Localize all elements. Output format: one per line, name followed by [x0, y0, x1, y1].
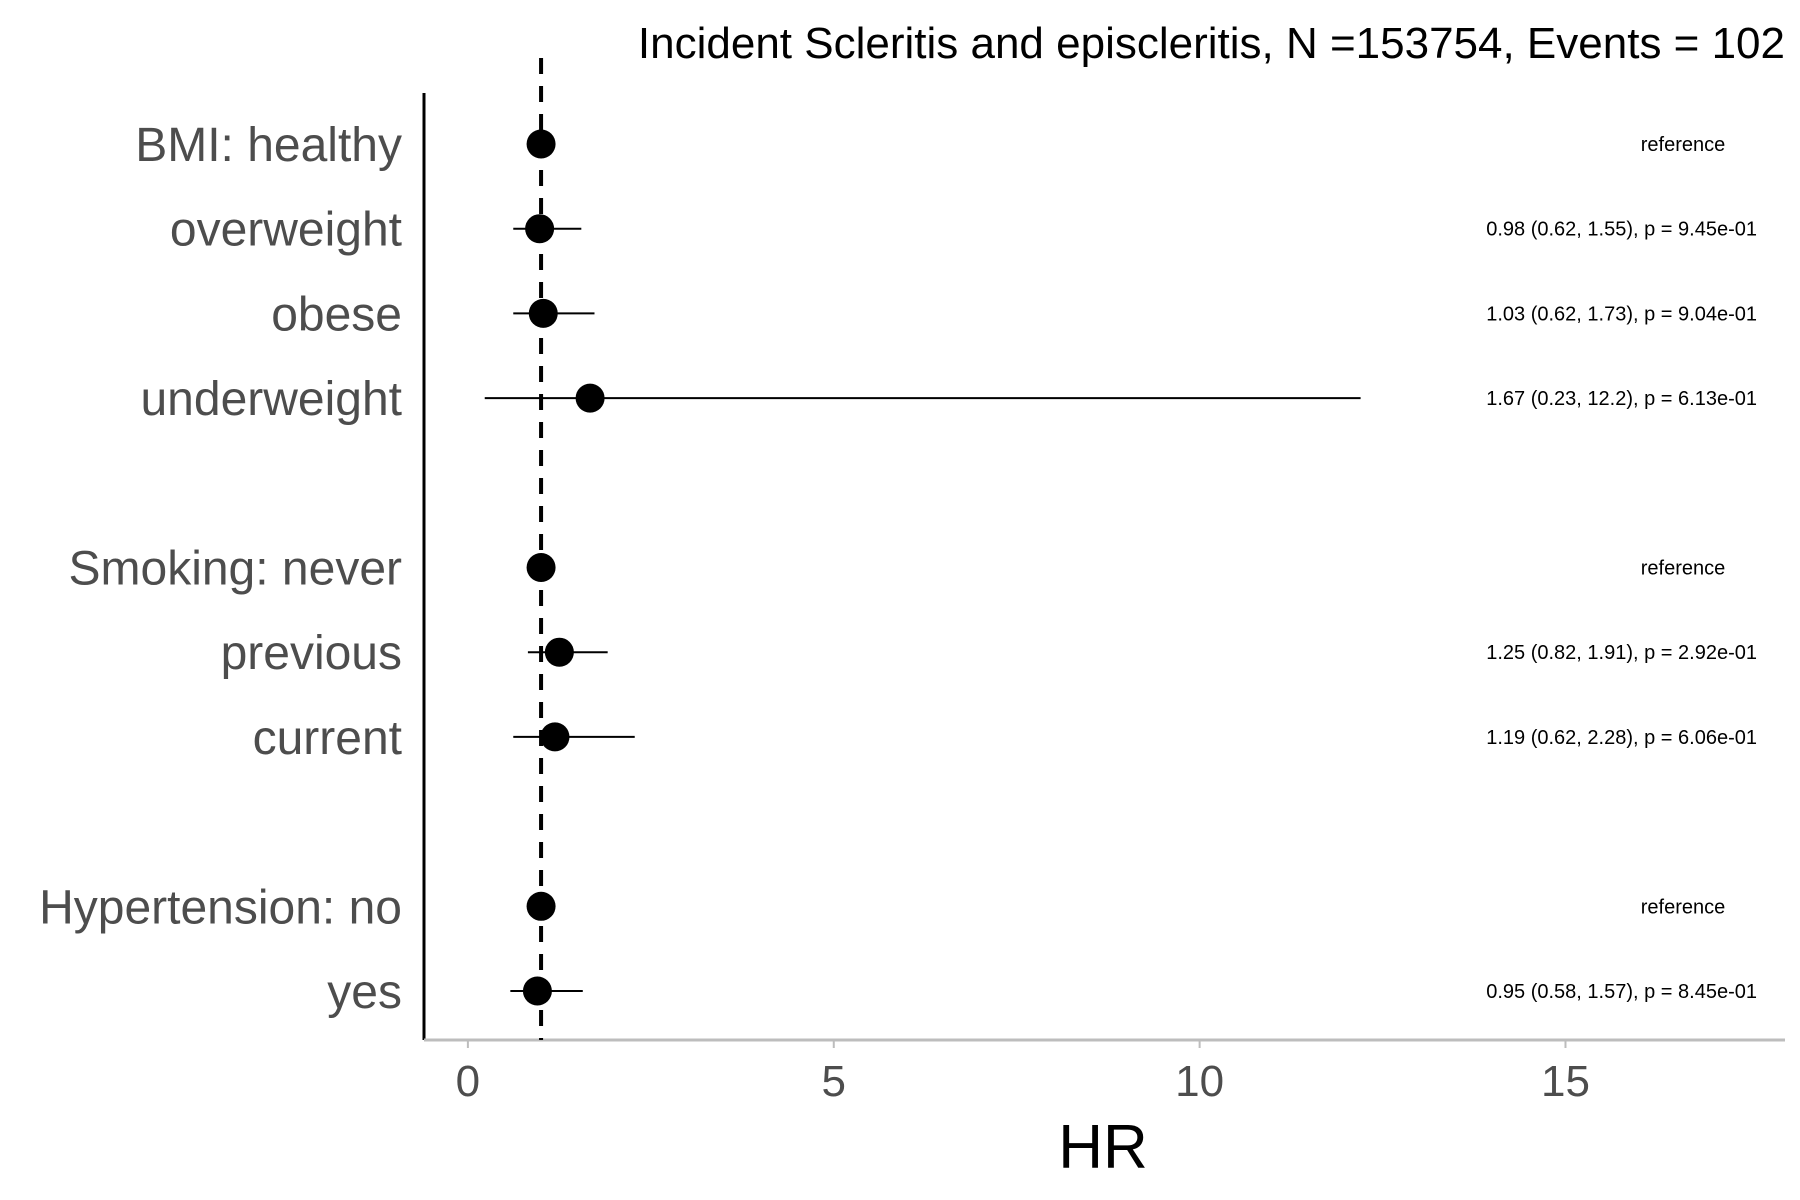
hr-point: [522, 976, 552, 1006]
hr-annotation: 1.03 (0.62, 1.73), p = 9.04e-01: [1486, 303, 1757, 325]
hr-point: [526, 553, 556, 582]
x-tick-label: 0: [456, 1057, 480, 1106]
row-label: BMI: healthy: [135, 119, 402, 172]
x-tick-label: 10: [1175, 1057, 1224, 1106]
hr-point: [575, 383, 605, 413]
hr-annotation: reference: [1641, 558, 1726, 580]
hr-annotation: reference: [1641, 896, 1726, 918]
hr-annotation: 1.25 (0.82, 1.91), p = 2.92e-01: [1486, 642, 1757, 664]
row-label: underweight: [140, 373, 402, 426]
hr-annotation: 1.67 (0.23, 12.2), p = 6.13e-01: [1486, 388, 1757, 410]
rows-layer: BMI: healthy reference overweight 0.98 (0.6…: [39, 119, 1757, 1019]
x-axis-title: HR: [1058, 1113, 1148, 1182]
hr-annotation: reference: [1641, 134, 1726, 156]
hr-point: [528, 298, 558, 328]
hr-point: [526, 891, 556, 921]
row-label: overweight: [170, 204, 402, 257]
hr-point: [544, 637, 574, 667]
hr-point: [525, 214, 555, 244]
row-label: yes: [327, 966, 402, 1019]
row-label: Hypertension: no: [39, 881, 402, 934]
row-label: Smoking: never: [69, 543, 403, 596]
x-tick-label: 15: [1541, 1057, 1590, 1106]
hr-point: [526, 129, 556, 159]
row-label: previous: [221, 627, 402, 680]
hr-annotation: 0.95 (0.58, 1.57), p = 8.45e-01: [1486, 981, 1757, 1003]
row-label: obese: [271, 288, 402, 341]
x-ticks-layer: 0 5 10 15: [456, 1040, 1590, 1106]
hr-point: [540, 722, 570, 752]
chart-title: Incident Scleritis and episcleritis, N =…: [638, 19, 1785, 68]
row-label: current: [253, 712, 402, 765]
hr-annotation: 1.19 (0.62, 2.28), p = 6.06e-01: [1486, 727, 1757, 749]
x-tick-label: 5: [822, 1057, 846, 1106]
hr-annotation: 0.98 (0.62, 1.55), p = 9.45e-01: [1486, 219, 1757, 241]
